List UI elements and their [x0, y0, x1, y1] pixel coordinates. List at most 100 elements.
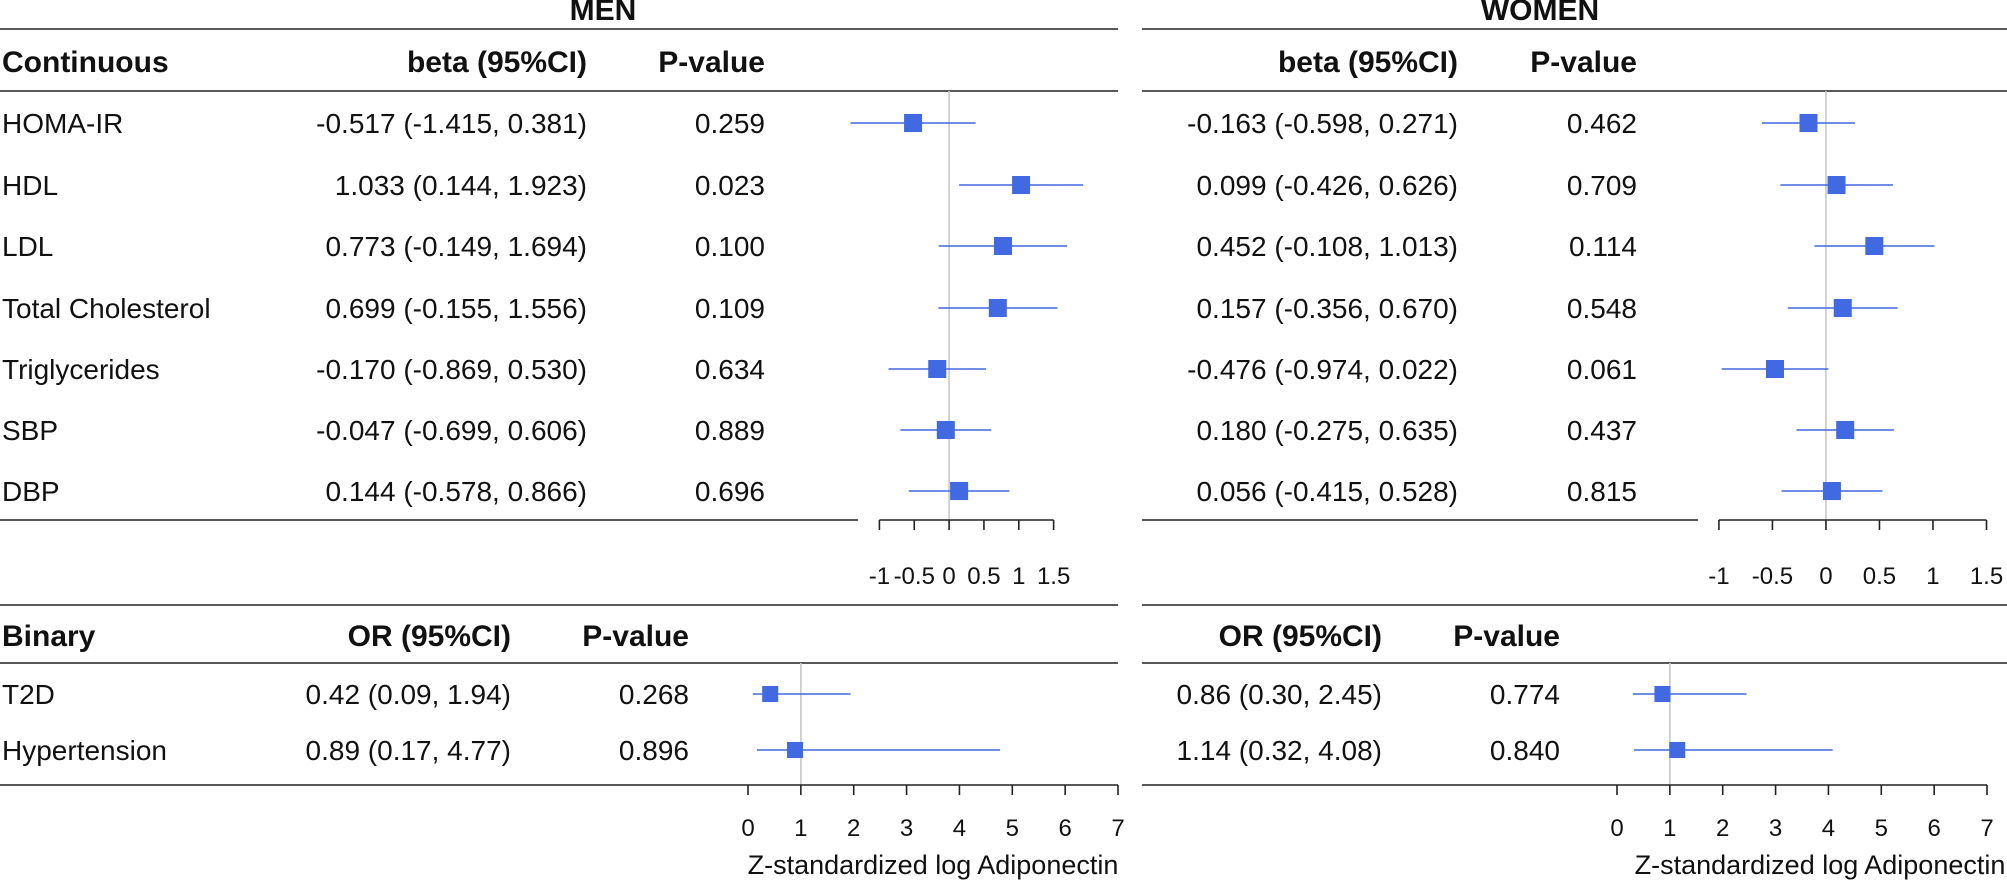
estimate-marker: [1865, 237, 1884, 255]
women-p-value: 0.114: [1569, 231, 1637, 262]
men-or-ci: 0.42 (0.09, 1.94): [306, 679, 511, 710]
x-tick-label: 7: [1980, 815, 1993, 842]
men-binary-p-value: 0.268: [619, 679, 689, 710]
x-tick-label: -0.5: [1752, 563, 1793, 590]
estimate-marker: [1765, 360, 1784, 378]
men-panel-title: MEN: [570, 0, 637, 27]
x-tick-label: -0.5: [894, 563, 935, 590]
men-p-value: 0.889: [695, 415, 765, 446]
estimate-marker: [1669, 742, 1686, 758]
x-axis-label: Z-standardized log Adiponectin: [748, 850, 1119, 880]
estimate-marker: [936, 421, 955, 439]
table-cells: HOMA-IR -0.517 (-1.415, 0.381) 0.259 HDL 1.0…: [2, 108, 1637, 766]
estimate-marker: [928, 360, 947, 378]
x-tick-label: 1: [1012, 563, 1025, 590]
x-tick-label: 0.5: [967, 563, 1000, 590]
x-tick-label: 1: [794, 815, 807, 842]
men-beta-ci: 0.144 (-0.578, 0.866): [325, 476, 587, 507]
men-beta-ci: -0.047 (-0.699, 0.606): [316, 415, 587, 446]
men-or-header: OR (95%CI): [348, 620, 511, 653]
x-tick-label: 5: [1006, 815, 1019, 842]
row-label: Triglycerides: [2, 354, 160, 385]
estimate-marker: [1799, 114, 1818, 132]
x-tick-label: 4: [953, 815, 966, 842]
women-p-value: 0.815: [1567, 476, 1637, 507]
men-p-value: 0.259: [695, 108, 765, 139]
women-beta-ci: -0.163 (-0.598, 0.271): [1187, 108, 1458, 139]
women-beta-ci: 0.180 (-0.275, 0.635): [1196, 415, 1458, 446]
continuous-section-label: Continuous: [2, 46, 169, 79]
x-tick-label: 0.5: [1863, 563, 1896, 590]
x-tick-label: 7: [1111, 815, 1124, 842]
men-p-value: 0.696: [695, 476, 765, 507]
women-beta-ci: 0.099 (-0.426, 0.626): [1196, 170, 1458, 201]
estimate-marker: [787, 742, 804, 758]
men-p-value: 0.100: [695, 231, 765, 262]
x-tick-label: 2: [1716, 815, 1729, 842]
men-p-value: 0.634: [695, 354, 765, 385]
row-label: HOMA-IR: [2, 108, 123, 139]
x-tick-label: 1: [1926, 563, 1939, 590]
women-continuous-panel: -1 -0.5 0 0.5 1 1.5: [1708, 91, 2003, 590]
x-tick-label: 2: [847, 815, 860, 842]
estimate-marker: [1833, 299, 1852, 317]
x-tick-label: 3: [900, 815, 913, 842]
estimate-marker: [762, 686, 779, 702]
women-p-value: 0.548: [1567, 293, 1637, 324]
x-tick-label: 0: [741, 815, 754, 842]
women-beta-ci: 0.157 (-0.356, 0.670): [1196, 293, 1458, 324]
women-or-ci: 0.86 (0.30, 2.45): [1177, 679, 1382, 710]
men-binary-panel: 0 1 2 3 4 5 6 7 Z-standardized log Adiponectin: [741, 663, 1125, 880]
men-p-header: P-value: [658, 46, 765, 79]
x-tick-label: 0: [1610, 815, 1623, 842]
x-tick-label: -1: [869, 563, 890, 590]
x-tick-label: 0: [1819, 563, 1832, 590]
women-binary-panel: 0 1 2 3 4 5 6 7 Z-standardized log Adiponectin: [1610, 663, 2005, 880]
men-beta-ci: -0.170 (-0.869, 0.530): [316, 354, 587, 385]
women-binary-p-header: P-value: [1453, 620, 1560, 653]
men-beta-ci: -0.517 (-1.415, 0.381): [316, 108, 587, 139]
men-beta-header: beta (95%CI): [407, 46, 587, 79]
row-label: SBP: [2, 415, 58, 446]
row-label: LDL: [2, 231, 53, 262]
row-label: HDL: [2, 170, 58, 201]
women-binary-p-value: 0.840: [1490, 735, 1560, 766]
row-label: T2D: [2, 679, 55, 710]
men-binary-p-header: P-value: [582, 620, 689, 653]
x-tick-label: 1.5: [1970, 563, 2003, 590]
women-or-header: OR (95%CI): [1219, 620, 1382, 653]
x-tick-label: 5: [1875, 815, 1888, 842]
row-label: Hypertension: [2, 735, 167, 766]
x-tick-label: 6: [1927, 815, 1940, 842]
men-continuous-panel: -1 -0.5 0 0.5 1 1.5: [850, 91, 1084, 590]
women-beta-ci: -0.476 (-0.974, 0.022): [1187, 354, 1458, 385]
estimate-marker: [993, 237, 1012, 255]
men-or-ci: 0.89 (0.17, 4.77): [306, 735, 511, 766]
x-tick-label: 0: [942, 563, 955, 590]
women-p-value: 0.462: [1567, 108, 1637, 139]
women-or-ci: 1.14 (0.32, 4.08): [1177, 735, 1382, 766]
estimate-marker: [1822, 482, 1841, 500]
women-panel-title: WOMEN: [1481, 0, 1599, 27]
row-label: DBP: [2, 476, 60, 507]
estimate-marker: [950, 482, 969, 500]
estimate-marker: [1827, 176, 1846, 194]
estimate-marker: [1012, 176, 1031, 194]
women-beta-header: beta (95%CI): [1278, 46, 1458, 79]
x-tick-label: 4: [1822, 815, 1835, 842]
row-label: Total Cholesterol: [2, 293, 211, 324]
table-rules: [0, 28, 2007, 786]
plot-marks: -1 -0.5 0 0.5 1 1.5 -1 -0.5 0 0.5 1 1.50 1 2 3 4 5 6 7Z-st…: [741, 91, 2005, 880]
estimate-marker: [904, 114, 923, 132]
men-binary-p-value: 0.896: [619, 735, 689, 766]
women-p-value: 0.709: [1567, 170, 1637, 201]
estimate-marker: [1654, 686, 1671, 702]
x-tick-label: 1.5: [1037, 563, 1070, 590]
x-tick-label: 6: [1058, 815, 1071, 842]
x-tick-label: -1: [1708, 563, 1729, 590]
women-beta-ci: 0.452 (-0.108, 1.013): [1196, 231, 1458, 262]
women-p-header: P-value: [1530, 46, 1637, 79]
estimate-marker: [988, 299, 1007, 317]
binary-section-label: Binary: [2, 620, 96, 653]
